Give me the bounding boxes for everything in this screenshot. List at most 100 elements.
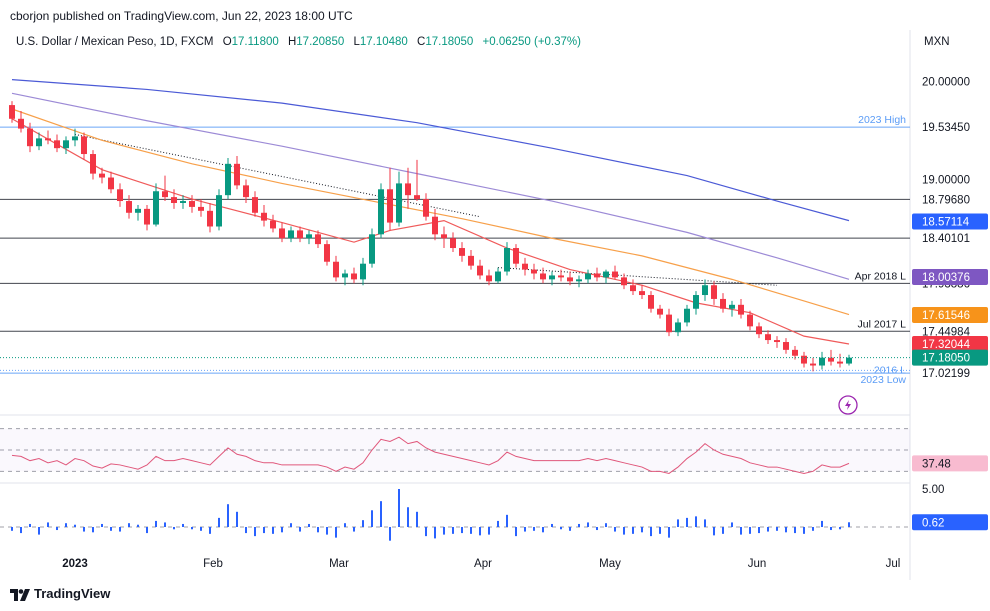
candle-body bbox=[657, 308, 663, 315]
volume-bar bbox=[326, 527, 328, 535]
volume-bar bbox=[659, 527, 661, 534]
candle-body bbox=[99, 173, 105, 178]
volume-bar bbox=[839, 527, 841, 530]
moving-average-line bbox=[11, 92, 850, 280]
candle-body bbox=[846, 357, 852, 364]
low-value: 17.10480 bbox=[360, 36, 408, 48]
chart-svg[interactable]: U.S. Dollar / Mexican Peso, 1D, FXCM O 17… bbox=[0, 30, 990, 580]
rsi-tag-bg bbox=[912, 455, 988, 472]
volume-bar bbox=[263, 527, 265, 534]
volume-bar bbox=[749, 527, 751, 534]
candle-body bbox=[261, 212, 267, 221]
level-tag-value: 18.79680 bbox=[922, 194, 970, 206]
candle-body bbox=[90, 154, 96, 174]
level-tag-bg bbox=[914, 365, 986, 382]
candle-body bbox=[234, 163, 240, 186]
volume-bar bbox=[164, 522, 166, 527]
candle-body bbox=[369, 234, 375, 264]
candle-body bbox=[756, 326, 762, 335]
volume-bar bbox=[803, 527, 805, 534]
volume-bar bbox=[533, 527, 535, 531]
candle-body bbox=[333, 261, 339, 278]
volume-bar bbox=[290, 523, 292, 527]
candle-body bbox=[270, 220, 276, 229]
price-tag-value: 18.00376 bbox=[922, 272, 970, 284]
volume-bar bbox=[668, 527, 670, 538]
tradingview-logo[interactable]: TradingView bbox=[10, 586, 110, 601]
level-tag-value: 19.53450 bbox=[922, 122, 970, 134]
volume-bar bbox=[191, 527, 193, 530]
candle-body bbox=[243, 185, 249, 198]
volume-bar bbox=[515, 527, 517, 537]
time-axis: 2023 Feb Mar Apr May Jun Jul bbox=[62, 558, 900, 570]
candle-body bbox=[801, 355, 807, 364]
volume-bar bbox=[731, 522, 733, 527]
volume-bar bbox=[227, 504, 229, 527]
volume-bar bbox=[641, 527, 643, 533]
volume-bar bbox=[632, 527, 634, 534]
candle-body bbox=[729, 304, 735, 309]
level-tag-value: 17.02199 bbox=[922, 368, 970, 380]
candle-body bbox=[306, 234, 312, 239]
volume-bar bbox=[155, 520, 157, 527]
footer: TradingView bbox=[0, 580, 990, 611]
candle-body bbox=[45, 138, 51, 141]
x-tick-label: Jul bbox=[886, 558, 901, 570]
volume-bar bbox=[344, 523, 346, 527]
candle-body bbox=[612, 271, 618, 278]
candle-body bbox=[585, 273, 591, 280]
volume-bar bbox=[758, 527, 760, 534]
candle-body bbox=[747, 314, 753, 327]
candle-body bbox=[666, 314, 672, 333]
rsi-line bbox=[11, 436, 850, 475]
candle-body bbox=[486, 275, 492, 282]
volume-bar bbox=[137, 524, 139, 527]
volume-tag-bg bbox=[912, 514, 988, 531]
candle-body bbox=[621, 277, 627, 286]
legend-line: U.S. Dollar / Mexican Peso, 1D, FXCM O 17… bbox=[16, 36, 581, 48]
candle-body bbox=[324, 244, 330, 262]
symbol-name: U.S. Dollar / Mexican Peso, 1D, FXCM bbox=[16, 36, 213, 48]
volume-bar bbox=[569, 527, 571, 531]
volume-bar bbox=[128, 523, 130, 527]
y-tick-label: 20.00000 bbox=[922, 77, 970, 89]
candle-body bbox=[315, 234, 321, 245]
candle-body bbox=[531, 269, 537, 274]
volume-bar bbox=[704, 519, 706, 527]
volume-bar bbox=[848, 522, 850, 527]
candle-body bbox=[738, 304, 744, 315]
volume-bar bbox=[299, 527, 301, 532]
publisher-text: cborjon published on TradingView.com, Ju… bbox=[10, 9, 353, 23]
price-tag-bg bbox=[912, 349, 988, 366]
candles bbox=[9, 101, 852, 372]
volume-pane: 5.00 0.62 bbox=[0, 484, 988, 541]
volume-bar bbox=[542, 527, 544, 533]
go-to-realtime-icon[interactable] bbox=[838, 395, 858, 415]
volume-bar bbox=[425, 527, 427, 537]
volume-bar bbox=[506, 514, 508, 527]
chart-frame[interactable]: U.S. Dollar / Mexican Peso, 1D, FXCM O 17… bbox=[0, 30, 990, 580]
volume-bar bbox=[551, 523, 553, 527]
open-label: O bbox=[223, 36, 232, 48]
volume-bar bbox=[362, 520, 364, 527]
volume-bar bbox=[182, 523, 184, 527]
volume-bar bbox=[92, 527, 94, 533]
candle-body bbox=[468, 255, 474, 266]
candle-body bbox=[63, 140, 69, 149]
candle-body bbox=[792, 349, 798, 356]
x-tick-label: Mar bbox=[329, 558, 349, 570]
volume-bar bbox=[281, 527, 283, 533]
tradingview-logo-icon bbox=[10, 588, 30, 601]
candle-body bbox=[405, 183, 411, 196]
level-tag-bg bbox=[914, 191, 986, 208]
candle-body bbox=[675, 322, 681, 333]
candle-body bbox=[189, 201, 195, 207]
x-tick-label: May bbox=[599, 558, 621, 570]
volume-bar bbox=[560, 527, 562, 530]
high-value: 17.20850 bbox=[296, 36, 344, 48]
level-tag-bg bbox=[914, 323, 986, 340]
candle-body bbox=[288, 230, 294, 239]
candle-body bbox=[810, 363, 816, 366]
volume-bar bbox=[110, 527, 112, 531]
candle-body bbox=[693, 295, 699, 309]
